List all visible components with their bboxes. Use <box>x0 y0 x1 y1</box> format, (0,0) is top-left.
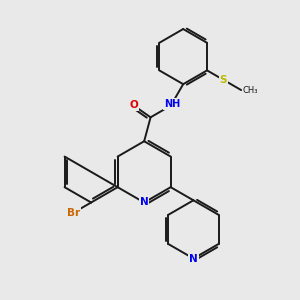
Text: Br: Br <box>67 208 80 218</box>
Text: NH: NH <box>164 99 180 109</box>
Text: N: N <box>189 254 198 263</box>
Text: N: N <box>140 197 148 208</box>
Text: O: O <box>129 100 138 110</box>
Text: S: S <box>220 75 227 85</box>
Text: CH₃: CH₃ <box>243 85 258 94</box>
